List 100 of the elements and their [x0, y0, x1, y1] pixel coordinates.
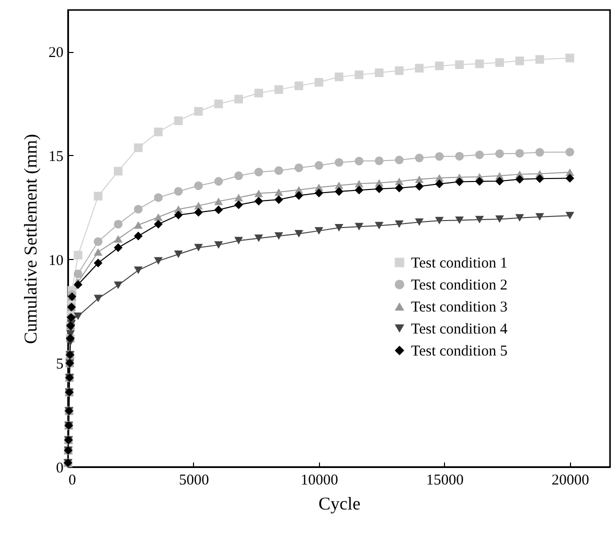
point [354, 186, 364, 194]
y-tick-label: 15 [48, 148, 64, 165]
point [475, 59, 484, 68]
point [394, 156, 404, 164]
point [475, 177, 484, 186]
point [74, 250, 82, 260]
point [134, 266, 143, 274]
point [114, 243, 123, 252]
point [194, 244, 203, 252]
point [234, 200, 243, 210]
point [515, 174, 524, 184]
point [294, 191, 304, 200]
point [274, 85, 284, 94]
x-tick-label: 15000 [426, 472, 464, 488]
x-tick-label: 5000 [178, 472, 209, 488]
point [535, 213, 544, 221]
point [254, 234, 264, 242]
point [234, 194, 243, 202]
legend-label: Test condition 4 [411, 322, 508, 338]
point [214, 177, 223, 186]
point [74, 269, 82, 278]
legend-label: Test condition 3 [411, 300, 508, 316]
point [134, 143, 143, 152]
point [274, 188, 284, 196]
point [414, 154, 424, 162]
point [214, 100, 223, 108]
point [566, 148, 574, 156]
point [214, 206, 223, 214]
x-axis-title: Cycle [318, 494, 360, 514]
point [455, 60, 464, 69]
point [274, 166, 284, 175]
point [154, 193, 163, 202]
point [114, 220, 123, 228]
point [94, 248, 102, 256]
point [566, 174, 574, 183]
point [314, 78, 324, 87]
point [455, 216, 464, 224]
point [314, 161, 324, 170]
point [435, 152, 444, 161]
point [495, 176, 504, 186]
point [174, 116, 183, 126]
point [294, 164, 304, 172]
point [94, 258, 102, 268]
point [394, 178, 404, 186]
point [475, 150, 484, 160]
point [495, 58, 504, 67]
point [134, 204, 143, 214]
point [94, 294, 102, 302]
point [334, 224, 344, 232]
point [435, 180, 444, 188]
point [435, 216, 444, 224]
point [515, 149, 524, 158]
x-tick-label: 20000 [552, 472, 590, 488]
point [354, 222, 364, 230]
point [435, 62, 444, 70]
point [114, 166, 123, 176]
point [374, 156, 384, 166]
point [566, 54, 574, 62]
point [254, 88, 264, 98]
point [535, 174, 544, 184]
legend-label: Test condition 2 [411, 278, 508, 294]
point [74, 312, 82, 320]
point [294, 230, 304, 238]
point [394, 184, 404, 192]
point [134, 221, 143, 229]
point [114, 235, 123, 243]
point [566, 212, 574, 220]
point [374, 222, 384, 230]
point [515, 214, 524, 222]
point [414, 176, 424, 184]
point [334, 187, 344, 196]
y-tick-label: 10 [48, 252, 64, 269]
point [495, 149, 504, 158]
point [274, 232, 284, 240]
point [414, 218, 424, 226]
point [94, 192, 102, 200]
point [174, 250, 183, 258]
point [194, 107, 203, 116]
point [254, 196, 264, 206]
point [234, 94, 243, 104]
point [134, 232, 143, 240]
point [354, 180, 364, 188]
point [154, 257, 163, 265]
point [274, 195, 284, 204]
point [354, 156, 364, 166]
point [535, 55, 544, 64]
point [234, 236, 243, 244]
point [254, 168, 264, 176]
point [334, 72, 344, 82]
point [414, 182, 424, 191]
point [515, 56, 524, 66]
x-tick-label: 10000 [300, 472, 338, 488]
x-tick-label: 0 [68, 472, 76, 488]
point [254, 190, 264, 198]
point [314, 188, 324, 198]
legend-label: Test condition 1 [411, 256, 508, 272]
point [334, 158, 344, 167]
y-tick-label: 20 [48, 45, 64, 62]
y-tick-label: 5 [56, 356, 64, 373]
point [194, 208, 203, 217]
